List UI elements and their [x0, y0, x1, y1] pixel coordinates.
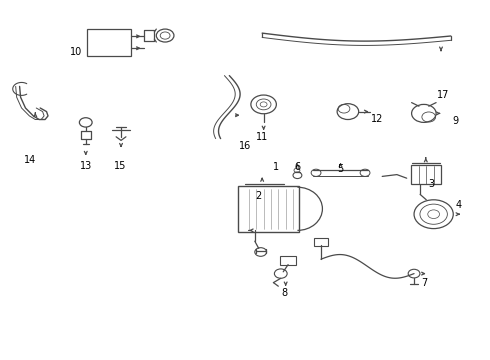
- Text: 11: 11: [256, 132, 269, 142]
- Text: 1: 1: [273, 162, 279, 172]
- Text: 4: 4: [455, 200, 461, 210]
- Text: 2: 2: [255, 191, 261, 201]
- Text: 8: 8: [281, 288, 287, 298]
- Text: 5: 5: [338, 164, 343, 174]
- Text: 17: 17: [437, 90, 450, 100]
- Text: 10: 10: [70, 47, 82, 57]
- Text: 3: 3: [428, 179, 434, 189]
- Text: 9: 9: [453, 116, 459, 126]
- Text: 12: 12: [371, 114, 384, 124]
- Text: 15: 15: [114, 161, 126, 171]
- Text: 7: 7: [421, 278, 427, 288]
- Text: 14: 14: [24, 155, 36, 165]
- Text: 16: 16: [239, 141, 251, 151]
- Text: 6: 6: [294, 162, 300, 172]
- Text: 13: 13: [79, 161, 92, 171]
